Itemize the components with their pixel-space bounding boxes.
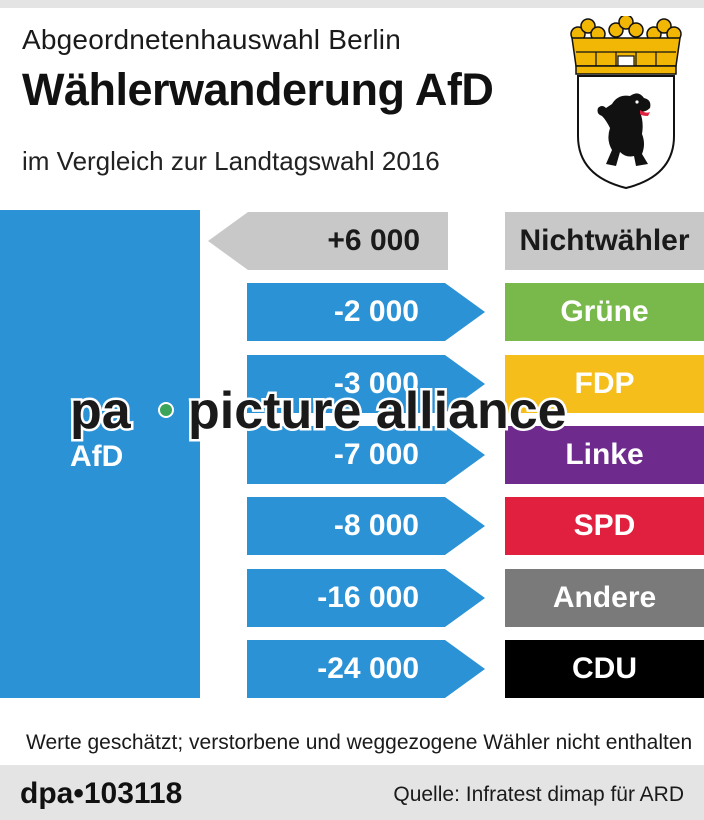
party-box: SPD bbox=[505, 497, 704, 555]
flow-value-label: -2 000 bbox=[333, 295, 419, 328]
flow-arrow: -3 000 bbox=[247, 355, 485, 413]
flow-arrow-shape bbox=[247, 283, 485, 341]
flow-arrow-shape bbox=[247, 569, 485, 627]
berlin-bear-crest-icon bbox=[570, 16, 682, 190]
party-box: CDU bbox=[505, 640, 704, 698]
flow-arrow-shape bbox=[208, 212, 448, 270]
crown-icon bbox=[570, 16, 682, 75]
flow-value-label: -3 000 bbox=[333, 367, 419, 400]
flow-arrow: -24 000 bbox=[247, 640, 485, 698]
flow-arrow: -8 000 bbox=[247, 497, 485, 555]
footnote: Werte geschätzt; verstorbene und weggezo… bbox=[26, 731, 693, 754]
flow-arrow-shape bbox=[247, 426, 485, 484]
flow-value-label: -8 000 bbox=[333, 509, 419, 542]
flow-arrow-shape bbox=[247, 497, 485, 555]
party-box: Linke bbox=[505, 426, 704, 484]
flow-arrow: -2 000 bbox=[247, 283, 485, 341]
flow-arrow-shape bbox=[247, 640, 485, 698]
flow-arrow-shape bbox=[247, 355, 485, 413]
flow-arrow: -16 000 bbox=[247, 569, 485, 627]
chart-title: Abgeordnetenhauswahl Berlin bbox=[22, 24, 401, 55]
party-box: Grüne bbox=[505, 283, 704, 341]
flow-value-label: -16 000 bbox=[317, 581, 419, 614]
party-box: FDP bbox=[505, 355, 704, 413]
flow-arrow: +6 000 bbox=[208, 212, 448, 270]
top-bar bbox=[0, 0, 704, 8]
afd-target-block bbox=[0, 210, 200, 698]
party-box: Nichtwähler bbox=[505, 212, 704, 270]
chart-headline: Wählerwanderung AfD bbox=[22, 64, 494, 115]
party-box: Andere bbox=[505, 569, 704, 627]
agency-id: dpa•103118 bbox=[20, 777, 183, 810]
flow-arrow: -7 000 bbox=[247, 426, 485, 484]
source-credit: Quelle: Infratest dimap für ARD bbox=[393, 783, 684, 806]
bear-icon bbox=[597, 93, 651, 166]
afd-label: AfD bbox=[70, 440, 124, 473]
flow-value-label: -7 000 bbox=[333, 438, 419, 471]
chart-subtitle: im Vergleich zur Landtagswahl 2016 bbox=[22, 146, 440, 176]
flow-value-label: -24 000 bbox=[317, 652, 419, 685]
footer-bar: dpa•103118 Quelle: Infratest dimap für A… bbox=[0, 765, 704, 820]
flow-value-label: +6 000 bbox=[327, 224, 420, 257]
